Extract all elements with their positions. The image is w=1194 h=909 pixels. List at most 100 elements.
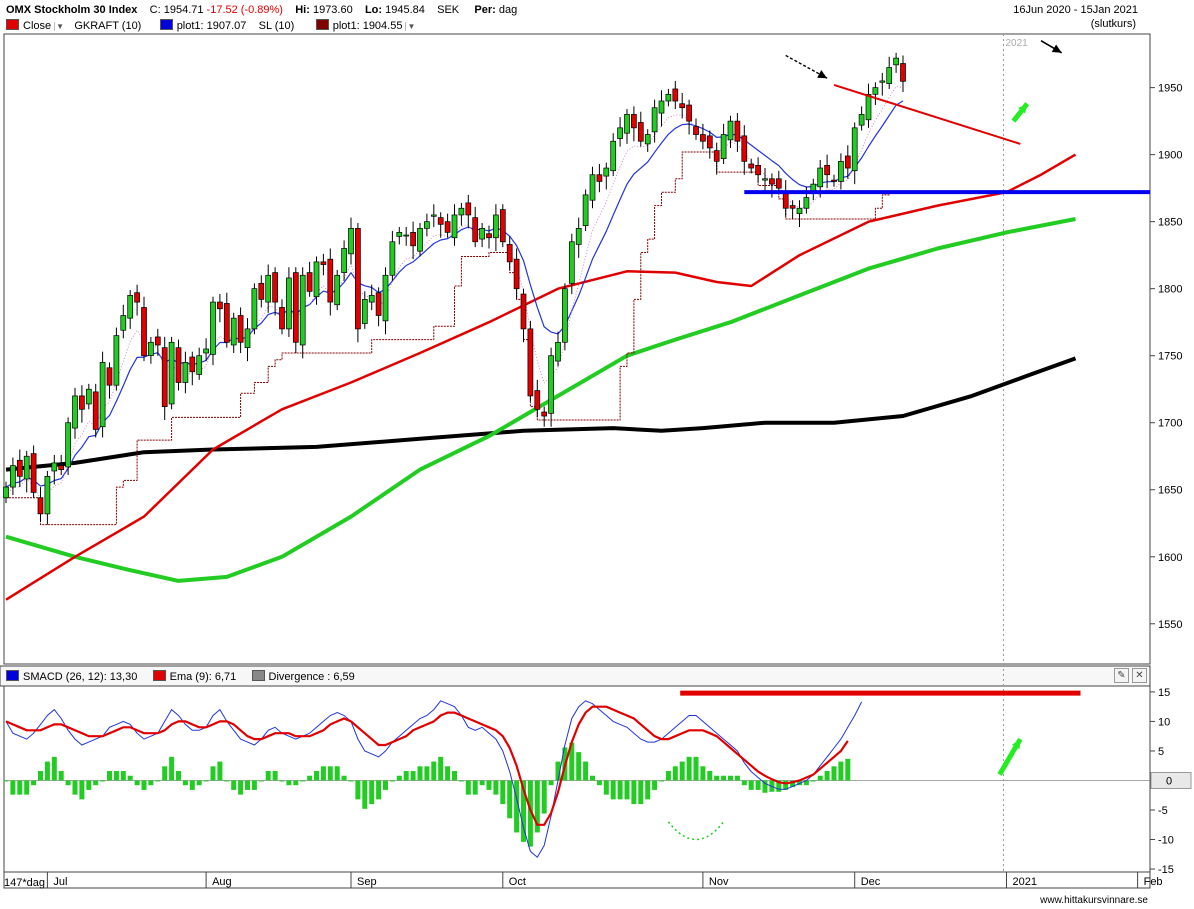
divergence-bar bbox=[134, 780, 140, 786]
divergence-bar bbox=[203, 780, 209, 782]
legend-item-smacd[interactable]: SMACD (26, 12): 13,30 bbox=[6, 670, 137, 683]
legend-item-sl[interactable]: SL (10) bbox=[258, 20, 295, 32]
candle-body bbox=[230, 317, 237, 346]
candle-body bbox=[258, 282, 265, 300]
chevron-down-icon[interactable]: ▼ bbox=[54, 22, 65, 31]
divergence-bar bbox=[472, 780, 478, 795]
legend-item-gkraft[interactable]: GKRAFT (10) bbox=[74, 20, 142, 32]
candle-body bbox=[824, 165, 830, 176]
candle-body bbox=[727, 120, 734, 141]
candle-body bbox=[472, 217, 479, 243]
candle-body bbox=[755, 165, 761, 176]
candle-body bbox=[637, 122, 644, 142]
divergence-bar bbox=[776, 780, 782, 792]
candle-body bbox=[382, 274, 389, 322]
candle-body bbox=[113, 335, 120, 386]
month-label: Aug bbox=[212, 876, 232, 888]
ma-red-line bbox=[5, 153, 1077, 601]
divergence-bar bbox=[845, 758, 851, 781]
candle-body bbox=[796, 207, 803, 214]
macd-tick-label: 5 bbox=[1158, 746, 1164, 758]
candle-body bbox=[720, 134, 727, 160]
divergence-bar bbox=[810, 780, 816, 782]
divergence-bar bbox=[93, 780, 99, 786]
candle-body bbox=[644, 134, 651, 145]
divergence-bar bbox=[272, 771, 278, 781]
macd-header-bar bbox=[0, 665, 1151, 687]
divergence-bar bbox=[155, 780, 161, 782]
divergence-bar bbox=[217, 761, 223, 781]
divergence-bar bbox=[824, 771, 830, 781]
candle-body bbox=[679, 103, 686, 109]
candle-body bbox=[803, 197, 810, 209]
divergence-bar bbox=[721, 775, 727, 781]
candle-body bbox=[562, 288, 568, 343]
divergence-bar bbox=[424, 766, 430, 781]
wrench-icon[interactable]: ✎ bbox=[1114, 668, 1129, 683]
divergence-bar bbox=[196, 780, 202, 786]
divergence-bar bbox=[51, 756, 57, 781]
divergence-bar bbox=[327, 766, 333, 781]
divergence-bar bbox=[638, 780, 644, 805]
chevron-down-icon[interactable]: ▼ bbox=[405, 22, 416, 31]
divergence-bar bbox=[734, 775, 740, 781]
candle-body bbox=[403, 234, 410, 237]
candle-body bbox=[479, 228, 485, 240]
divergence-bar bbox=[610, 780, 616, 800]
price-type: (slutkurs) bbox=[1090, 18, 1136, 30]
candle-body bbox=[893, 57, 899, 66]
divergence-bar bbox=[279, 780, 285, 782]
candle-body bbox=[85, 388, 92, 405]
macd-tick-label: -10 bbox=[1158, 835, 1174, 847]
candle-body bbox=[23, 455, 30, 480]
candle-body bbox=[203, 348, 209, 354]
candle-body bbox=[320, 261, 327, 265]
candle-body bbox=[106, 367, 113, 386]
date-range: 16Jun 2020 - 15Jan 2021 bbox=[1013, 4, 1138, 16]
divergence-bar bbox=[120, 771, 126, 781]
candle-body bbox=[265, 274, 272, 303]
candle-body bbox=[51, 462, 58, 472]
divergence-bar bbox=[507, 780, 513, 819]
divergence-bar bbox=[748, 780, 754, 790]
legend-item-plot1-maroon[interactable]: plot1: 1904.55 ▼ bbox=[315, 19, 417, 32]
candle-body bbox=[58, 465, 65, 470]
divergence-bar bbox=[521, 780, 526, 842]
period-value: dag bbox=[498, 4, 518, 16]
divergence-bar bbox=[672, 766, 678, 781]
candle-body bbox=[851, 127, 858, 172]
candle-body bbox=[348, 228, 354, 255]
legend-item-divergence[interactable]: Divergence : 6,59 bbox=[251, 670, 355, 683]
candle-body bbox=[631, 114, 637, 129]
divergence-bar bbox=[251, 780, 257, 790]
close-value: 1954.71 bbox=[163, 4, 204, 16]
candle-body bbox=[37, 497, 44, 515]
legend-item-plot1-blue[interactable]: plot1: 1907.07 bbox=[159, 19, 250, 32]
divergence-bar bbox=[127, 775, 133, 781]
candle-body bbox=[831, 179, 837, 182]
candle-body bbox=[313, 261, 320, 298]
candle-body bbox=[741, 135, 748, 162]
candle-body bbox=[589, 174, 596, 201]
green-up-arrow-head bbox=[1012, 739, 1021, 750]
close-icon[interactable]: ✕ bbox=[1132, 668, 1147, 683]
legend-item-close[interactable]: Close ▼ bbox=[6, 19, 68, 32]
price-tick-label: 1800 bbox=[1158, 284, 1182, 296]
zero-axis-badge bbox=[1150, 771, 1192, 789]
candle-body bbox=[596, 174, 603, 182]
divergence-bar bbox=[534, 780, 540, 833]
header-row: OMX Stockholm 30 Index C: 1954.71 -17.52… bbox=[6, 4, 517, 16]
plot1-maroon-line bbox=[6, 151, 903, 526]
divergence-bar bbox=[169, 756, 175, 781]
candle-body bbox=[444, 221, 451, 233]
divergence-bar bbox=[838, 761, 844, 781]
candle-body bbox=[658, 100, 665, 114]
candle-body bbox=[154, 336, 161, 346]
candle-body bbox=[603, 167, 610, 177]
year-marker: 2021 bbox=[1006, 38, 1029, 49]
legend-item-ema[interactable]: Ema (9): 6,71 bbox=[152, 670, 236, 683]
candle-body bbox=[306, 272, 313, 292]
bars-label: 147*dag bbox=[4, 877, 45, 889]
macd-zero-label: 0 bbox=[1166, 775, 1172, 787]
